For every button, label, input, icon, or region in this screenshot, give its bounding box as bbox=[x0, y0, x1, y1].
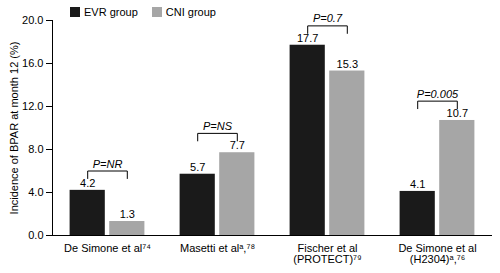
svg-text:4.0: 4.0 bbox=[28, 186, 43, 198]
html-text:EVR group: EVR group bbox=[84, 6, 138, 18]
svg-text:15.3: 15.3 bbox=[337, 58, 358, 70]
svg-text:16.0: 16.0 bbox=[22, 57, 43, 69]
svg-text:Fischer et al(PROTECT)⁷⁹: Fischer et al(PROTECT)⁷⁹ bbox=[293, 242, 362, 265]
svg-text:P=0.7: P=0.7 bbox=[313, 12, 343, 24]
svg-text:0.0: 0.0 bbox=[28, 229, 43, 241]
svg-text:5.7: 5.7 bbox=[190, 161, 205, 173]
svg-text:Masetti et alᵃ,⁷⁸: Masetti et alᵃ,⁷⁸ bbox=[180, 242, 255, 254]
svg-text:8.0: 8.0 bbox=[28, 143, 43, 155]
svg-text:4.1: 4.1 bbox=[410, 178, 425, 190]
svg-text:De Simone et al⁷⁴: De Simone et al⁷⁴ bbox=[64, 242, 151, 254]
svg-text:P=NR: P=NR bbox=[93, 158, 123, 170]
svg-text:17.7: 17.7 bbox=[297, 31, 319, 44]
svg-text:P=NS: P=NS bbox=[203, 120, 233, 132]
svg-text:De Simone et al(H2304)ᵃ,⁷⁶: De Simone et al(H2304)ᵃ,⁷⁶ bbox=[398, 242, 476, 265]
svg-text:20.0: 20.0 bbox=[22, 14, 43, 26]
svg-text:P=0.005: P=0.005 bbox=[417, 88, 459, 100]
html-text:CNI group: CNI group bbox=[165, 6, 216, 18]
svg-text:Incidence of BPAR at month 12: Incidence of BPAR at month 12 (%) bbox=[8, 42, 20, 215]
svg-text:10.7: 10.7 bbox=[446, 107, 468, 119]
svg-text:1.3: 1.3 bbox=[120, 208, 135, 220]
svg-text:4.2: 4.2 bbox=[80, 176, 96, 189]
svg-text:12.0: 12.0 bbox=[22, 100, 43, 112]
svg-text:7.7: 7.7 bbox=[229, 139, 245, 152]
